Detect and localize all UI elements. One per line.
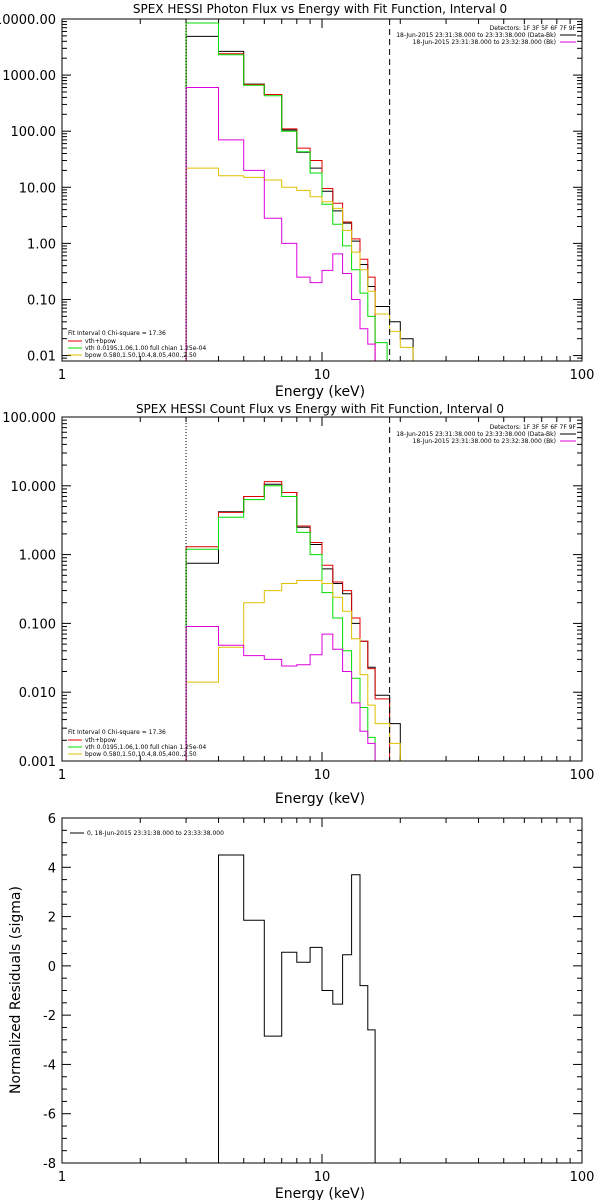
photon-detectors: Detectors: 1F 3F 5F 6F 7F 9F xyxy=(490,25,577,32)
residuals-y-tick-label: -8 xyxy=(43,1157,56,1172)
residuals-x-tick-label: 10 xyxy=(314,1170,331,1185)
count-x-tick-label: 1 xyxy=(58,768,66,783)
photon-panel-frame xyxy=(61,18,583,362)
photon-series-fit xyxy=(185,22,376,361)
photon-series-vth xyxy=(185,22,388,361)
photon-legend-bpow: bpow 0.580,1.50,10.4,8.05,400.,2.50 xyxy=(85,352,197,359)
photon-y-tick-label: 0.01 xyxy=(27,350,56,365)
residuals-x-axis-label: Energy (keV) xyxy=(275,1186,365,1200)
residuals-x-tick-label: 1 xyxy=(58,1170,66,1185)
count-y-tick-label: 1.000 xyxy=(19,549,56,564)
photon-y-tick-label: 0.10 xyxy=(27,293,56,308)
photon-series-total xyxy=(185,35,414,361)
photon-y-tick-label: 1.00 xyxy=(27,237,56,252)
residuals-y-tick-label: -2 xyxy=(43,1009,56,1024)
residuals-y-tick-label: 4 xyxy=(48,861,56,876)
residuals-y-tick-label: -6 xyxy=(43,1108,56,1123)
count-panel-title: SPEX HESSI Count Flux vs Energy with Fit… xyxy=(136,402,504,416)
count-legend-fit: vth+bpow xyxy=(85,737,116,744)
count-panel-ticks: 1 10 100 100.000 10.000 1.000 0.100 0.010 0.001 xyxy=(2,411,594,783)
count-legend-bpow: bpow 0.580,1.50,10.4,8.05,400.,2.50 xyxy=(85,751,197,758)
residuals-x-tick-label: 100 xyxy=(570,1170,595,1185)
residuals-panel: 1 10 100 6 4 2 0 -2 -4 -6 -8 0, 18-Jun-2015 23:31:… xyxy=(8,812,594,1200)
count-panel-legend-left: Fit Interval 0 Chi-square = 17.36 vth+bp… xyxy=(68,729,206,758)
count-panel-series xyxy=(185,481,414,762)
residuals-series-resid xyxy=(186,854,390,1164)
photon-flux-panel: SPEX HESSI Photon Flux vs Energy with Fi… xyxy=(0,2,594,400)
count-y-tick-label: 0.100 xyxy=(19,617,56,632)
photon-x-tick-label: 100 xyxy=(570,368,595,383)
photon-panel-title: SPEX HESSI Photon Flux vs Energy with Fi… xyxy=(133,2,507,16)
count-series-bpow xyxy=(185,580,414,762)
count-series-fit xyxy=(185,481,391,761)
count-series-bk xyxy=(185,626,376,761)
count-detectors: Detectors: 1F 3F 5F 6F 7F 9F xyxy=(490,424,577,431)
count-flux-panel: SPEX HESSI Count Flux vs Energy with Fit… xyxy=(2,402,594,807)
photon-series-bpow xyxy=(185,167,414,361)
count-panel-vlines xyxy=(185,417,391,761)
residuals-panel-ticks: 1 10 100 6 4 2 0 -2 -4 -6 -8 xyxy=(43,812,594,1185)
count-x-tick-label: 10 xyxy=(314,768,331,783)
residuals-y-tick-label: 2 xyxy=(48,911,56,926)
count-fit-interval: Fit Interval 0 Chi-square = 17.36 xyxy=(68,729,166,736)
count-legend-data: 18-Jun-2015 23:31:38.000 to 23:33:38.000… xyxy=(396,431,556,438)
photon-legend-data: 18-Jun-2015 23:31:38.000 to 23:33:38.000… xyxy=(396,32,556,39)
photon-y-tick-label: 10000.00 xyxy=(0,13,56,28)
residuals-y-tick-label: -4 xyxy=(43,1058,56,1073)
count-y-tick-label: 100.000 xyxy=(2,411,56,426)
residuals-panel-series xyxy=(186,854,390,1164)
photon-panel-series xyxy=(185,22,414,361)
photon-x-tick-label: 10 xyxy=(314,368,331,383)
photon-y-tick-label: 100.00 xyxy=(11,125,57,140)
photon-fit-interval: Fit Interval 0 Chi-square = 17.36 xyxy=(68,330,166,337)
count-series-vth xyxy=(185,485,388,762)
count-x-tick-label: 100 xyxy=(570,768,595,783)
photon-panel-ticks: 1 10 100 10000.00 1000.00 100.00 10.00 1.00 0.10… xyxy=(0,13,594,383)
photon-y-tick-label: 1000.00 xyxy=(2,69,56,84)
count-panel-frame xyxy=(61,416,583,762)
residuals-panel-frame xyxy=(61,817,583,1164)
photon-legend-vth: vth 0.0195,1.06,1.00 full chian 1.25e-04 xyxy=(85,345,206,352)
photon-x-axis-label: Energy (keV) xyxy=(275,384,365,400)
count-legend-bk: 18-Jun-2015 23:31:38.000 to 23:32:38.000… xyxy=(413,438,556,445)
photon-legend-bk: 18-Jun-2015 23:31:38.000 to 23:32:38.000… xyxy=(413,39,556,46)
count-x-axis-label: Energy (keV) xyxy=(275,791,365,807)
photon-panel-legend-left: Fit Interval 0 Chi-square = 17.36 vth+bp… xyxy=(68,330,206,359)
residuals-legend-text: 0, 18-Jun-2015 23:31:38.000 to 23:33:38.… xyxy=(87,830,224,837)
count-y-tick-label: 0.001 xyxy=(19,755,56,770)
residuals-y-tick-label: 0 xyxy=(48,960,56,975)
residuals-panel-legend: 0, 18-Jun-2015 23:31:38.000 to 23:33:38.… xyxy=(70,830,224,837)
count-y-tick-label: 10.000 xyxy=(11,480,57,495)
count-legend-vth: vth 0.0195,1.06,1.00 full chian 1.25e-04 xyxy=(85,744,206,751)
photon-panel-legend-right: Detectors: 1F 3F 5F 6F 7F 9F 18-Jun-2015… xyxy=(396,25,576,46)
photon-legend-fit: vth+bpow xyxy=(85,338,116,345)
photon-panel-vlines xyxy=(185,19,391,361)
photon-series-bk xyxy=(185,87,376,361)
count-y-tick-label: 0.010 xyxy=(19,686,56,701)
residuals-y-tick-label: 6 xyxy=(48,812,56,827)
photon-x-tick-label: 1 xyxy=(58,368,66,383)
count-panel-legend-right: Detectors: 1F 3F 5F 6F 7F 9F 18-Jun-2015… xyxy=(396,424,576,445)
residuals-y-axis-label: Normalized Residuals (sigma) xyxy=(8,886,24,1094)
photon-y-tick-label: 10.00 xyxy=(19,181,56,196)
